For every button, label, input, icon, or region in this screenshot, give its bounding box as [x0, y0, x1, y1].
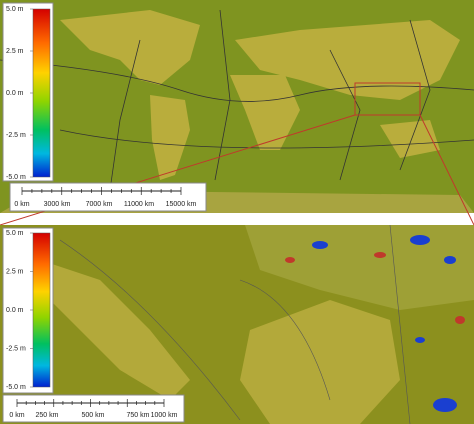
scale-label: 15000 km: [166, 201, 197, 208]
land: [60, 10, 200, 85]
land: [150, 95, 190, 180]
anomalies: [285, 252, 465, 324]
colorbar-label: -5.0 m: [6, 384, 26, 391]
colorbar-label: 0.0 m: [6, 90, 24, 97]
colorbar-label: 0.0 m: [6, 307, 24, 314]
colorbar: [32, 8, 51, 178]
colorbar-label: 2.5 m: [6, 268, 24, 275]
colorbar-label: -2.5 m: [6, 132, 26, 139]
colorbar: [32, 232, 51, 388]
zoom-line: [419, 114, 474, 226]
land: [245, 225, 474, 310]
scale-label: 7000 km: [86, 201, 113, 208]
land: [235, 20, 460, 100]
colorbar-label: 2.5 m: [6, 48, 24, 55]
scale-bar-panel: [9, 182, 207, 212]
scale-label: 0 km: [14, 201, 29, 208]
land: [380, 120, 440, 158]
zoom-box: [354, 82, 421, 116]
overview-map: [0, 0, 474, 226]
land: [230, 75, 300, 150]
detail-map: [0, 224, 474, 424]
scale-label: 1000 km: [151, 412, 178, 419]
colorbar-label: 5.0 m: [6, 6, 24, 13]
scale-label: 0 km: [9, 412, 24, 419]
colorbar-label: -2.5 m: [6, 345, 26, 352]
scale-bar-panel: [2, 394, 185, 423]
boundaries: [59, 224, 411, 424]
anomalies: [312, 235, 457, 412]
colorbar-label: -5.0 m: [6, 174, 26, 181]
scale-label: 11000 km: [124, 201, 154, 208]
colorbar-label: 5.0 m: [6, 230, 24, 237]
plate-boundaries: [0, 9, 474, 191]
scale-label: 250 km: [36, 412, 59, 419]
overlays: 5.0 m 2.5 m 0.0 m -2.5 m -5.0 m 0 km 3000 km 70…: [2, 2, 207, 423]
scale-label: 750 km: [127, 412, 150, 419]
land: [240, 300, 400, 424]
scale-label: 500 km: [82, 412, 105, 419]
scale-label: 3000 km: [44, 201, 71, 208]
land: [40, 260, 190, 400]
